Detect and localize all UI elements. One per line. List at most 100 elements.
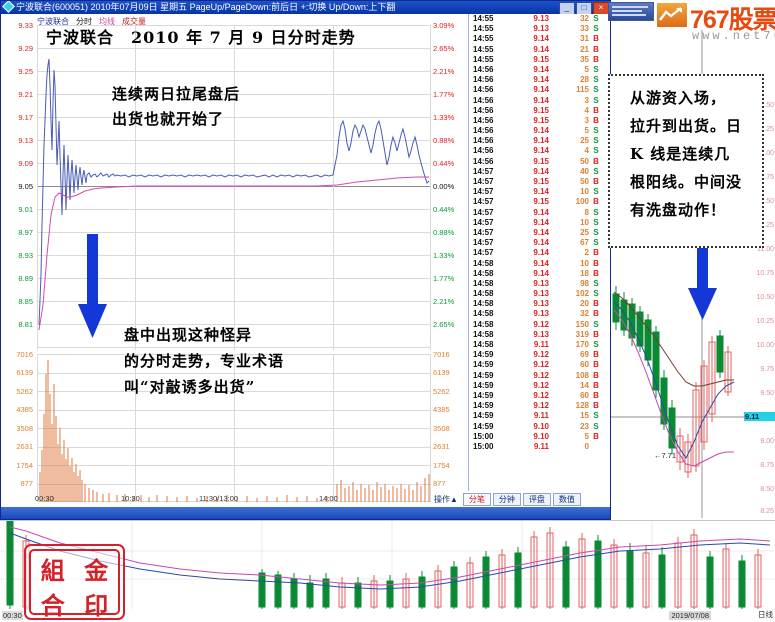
tick-time: 14:58 <box>473 258 494 268</box>
tick-row[interactable]: 14:58 9.13 20 B <box>469 299 610 309</box>
tick-row[interactable]: 14:56 9.14 3 S <box>469 96 610 106</box>
tick-time: 14:59 <box>473 421 494 431</box>
watermark-seal: 組 金 合 印 <box>24 544 125 620</box>
tick-volume: 40 <box>580 166 589 176</box>
tick-time: 14:57 <box>473 217 494 227</box>
tick-price: 9.13 <box>533 329 549 339</box>
tab-pingpan[interactable]: 评盘 <box>522 492 551 506</box>
tick-list[interactable]: 14:55 9.13 32 S 14:55 9.13 33 S 14:55 9.14 31 B 14:5… <box>468 14 610 491</box>
tick-row[interactable]: 14:56 9.14 5 S <box>469 65 610 75</box>
app-icon <box>2 1 15 13</box>
tick-volume: 5 <box>584 64 589 74</box>
tick-row[interactable]: 14:55 9.13 32 S <box>469 14 610 24</box>
tick-row[interactable]: 14:56 9.14 28 S <box>469 75 610 85</box>
trading-window: 宁波联合(600051) 2010年07月09日 星期五 PageUp/Page… <box>0 0 611 520</box>
tick-row[interactable]: 14:56 9.15 4 B <box>469 106 610 116</box>
panel-tabbar[interactable]: 操作▲ 分笔 分钟 评盘 数值 <box>431 492 609 506</box>
tick-row[interactable]: 14:57 9.15 50 B <box>469 177 610 187</box>
tick-row[interactable]: 14:57 9.14 25 S <box>469 228 610 238</box>
tick-row[interactable]: 14:58 9.13 102 S <box>469 289 610 299</box>
tick-price: 9.11 <box>533 441 549 451</box>
tick-row[interactable]: 14:58 9.13 32 B <box>469 309 610 319</box>
tick-row[interactable]: 14:59 9.12 128 B <box>469 401 610 411</box>
tick-volume: 60 <box>580 360 589 370</box>
tick-price: 9.14 <box>533 44 549 54</box>
tick-row[interactable]: 14:55 9.15 35 B <box>469 55 610 65</box>
bottom-daily-chart[interactable]: 00:30 2019/07/08 日线 <box>0 520 775 622</box>
tick-row[interactable]: 14:58 9.14 10 B <box>469 259 610 269</box>
tick-row[interactable]: 14:55 9.14 31 B <box>469 34 610 44</box>
tick-row[interactable]: 14:59 9.12 60 B <box>469 391 610 401</box>
tick-direction: S <box>593 238 599 248</box>
tick-price: 9.15 <box>533 156 549 166</box>
banner-title: 767股票学习网 <box>690 6 775 34</box>
tick-row[interactable]: 14:56 9.14 5 S <box>469 126 610 136</box>
tick-row[interactable]: 14:59 9.12 69 B <box>469 350 610 360</box>
tick-row[interactable]: 14:59 9.12 108 B <box>469 371 610 381</box>
tick-volume: 2 <box>584 248 589 258</box>
minimize-button[interactable]: _ <box>559 2 575 14</box>
tick-direction: S <box>593 227 599 237</box>
annotation-note-2: 盘中出现这种怪异 的分时走势，专业术语 叫“对敲诱多出货” <box>124 326 285 396</box>
tick-volume: 28 <box>580 75 589 85</box>
tick-row[interactable]: 14:58 9.12 150 S <box>469 320 610 330</box>
tick-row[interactable]: 14:57 9.14 67 S <box>469 238 610 248</box>
tick-direction: S <box>593 289 599 299</box>
tick-price: 9.14 <box>533 238 549 248</box>
bottom-candles <box>0 521 775 609</box>
tick-row[interactable]: 14:56 9.15 50 B <box>469 157 610 167</box>
tick-row[interactable]: 14:57 9.14 10 S <box>469 187 610 197</box>
tick-row[interactable]: 14:58 9.14 18 B <box>469 269 610 279</box>
tick-volume: 100 <box>575 197 589 207</box>
tick-volume: 128 <box>575 401 589 411</box>
intraday-chart[interactable]: 宁波联合 分时 均线 成交量 <box>1 14 467 504</box>
tick-row[interactable]: 14:56 9.14 4 S <box>469 146 610 156</box>
tick-volume: 32 <box>580 309 589 319</box>
tick-row[interactable]: 14:56 9.14 115 S <box>469 85 610 95</box>
legend-stock-name: 宁波联合 <box>37 17 69 26</box>
tick-direction: B <box>593 431 599 441</box>
tab-fenbi[interactable]: 分笔 <box>462 492 491 506</box>
tick-time: 14:57 <box>473 177 494 186</box>
tick-row[interactable]: 14:59 9.12 14 B <box>469 381 610 391</box>
tick-row[interactable]: 14:56 9.14 25 S <box>469 136 610 146</box>
tick-row[interactable]: 15:00 9.10 5 B <box>469 432 610 442</box>
close-button[interactable]: × <box>593 2 609 14</box>
tick-row[interactable]: 14:59 9.12 60 B <box>469 360 610 370</box>
tick-time: 14:57 <box>473 207 494 217</box>
tick-price: 9.15 <box>533 177 549 186</box>
legend-average-line: 均线 <box>99 17 115 26</box>
tick-row[interactable]: 14:58 9.13 98 S <box>469 279 610 289</box>
tick-row[interactable]: 14:55 9.14 21 B <box>469 45 610 55</box>
tick-row[interactable]: 14:57 9.14 10 S <box>469 218 610 228</box>
tick-price: 9.14 <box>533 217 549 227</box>
volume-bars <box>39 360 430 502</box>
tick-row[interactable]: 14:57 9.14 2 B <box>469 248 610 258</box>
tick-volume: 319 <box>575 329 589 339</box>
operate-menu[interactable]: 操作▲ <box>434 494 458 504</box>
tick-row[interactable]: 14:57 9.14 40 S <box>469 167 610 177</box>
tick-volume: 15 <box>580 411 589 421</box>
tick-row[interactable]: 14:55 9.13 33 S <box>469 24 610 34</box>
tab-shuzhi[interactable]: 数值 <box>552 492 581 506</box>
tick-price: 9.13 <box>533 309 549 319</box>
maximize-button[interactable]: □ <box>576 2 592 14</box>
tick-row[interactable]: 14:58 9.11 170 S <box>469 340 610 350</box>
tick-time: 14:59 <box>473 350 494 360</box>
tick-row[interactable]: 14:57 9.14 8 S <box>469 208 610 218</box>
tick-time: 14:56 <box>473 105 494 115</box>
daily-kline-chart[interactable]: 12.50 12.25 12.00 11.75 11.50 11.25 11.0… <box>610 30 775 518</box>
tick-price: 9.14 <box>533 95 549 105</box>
tick-row[interactable]: 14:59 9.10 23 S <box>469 422 610 432</box>
tick-row[interactable]: 14:59 9.11 15 S <box>469 411 610 421</box>
tick-row[interactable]: 15:00 9.11 0 <box>469 442 610 452</box>
tick-row[interactable]: 14:58 9.13 319 B <box>469 330 610 340</box>
tick-price: 9.14 <box>533 207 549 217</box>
tick-time: 14:59 <box>473 411 494 421</box>
tab-fenzhong[interactable]: 分钟 <box>492 492 521 506</box>
tick-volume: 60 <box>580 390 589 400</box>
tick-volume: 14 <box>580 380 589 390</box>
tick-row[interactable]: 14:57 9.15 100 B <box>469 197 610 207</box>
window-controls[interactable]: _ □ × <box>559 2 609 14</box>
tick-row[interactable]: 14:56 9.15 3 B <box>469 116 610 126</box>
